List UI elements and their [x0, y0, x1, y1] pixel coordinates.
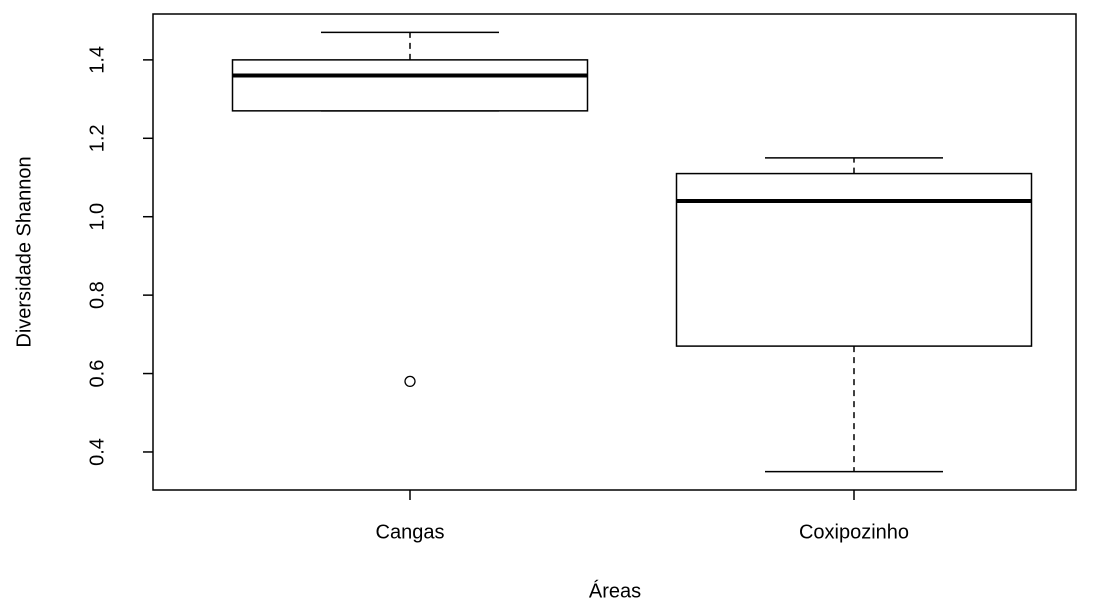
plot-frame: [152, 13, 1077, 491]
y-tick-label: 1.0: [86, 203, 108, 231]
x-tick-label: Cangas: [376, 521, 445, 543]
x-axis-label: Áreas: [589, 579, 641, 601]
x-tick-label: Coxipozinho: [799, 521, 909, 543]
y-tick-label: 1.4: [86, 46, 108, 74]
y-axis-label: Diversidade Shannon: [13, 156, 35, 347]
y-tick-label: 0.8: [86, 281, 108, 309]
box: [231, 59, 589, 112]
y-tick-label: 1.2: [86, 124, 108, 152]
outlier: [404, 375, 416, 388]
y-tick-label: 0.6: [86, 360, 108, 388]
y-tick-label: 0.4: [86, 438, 108, 466]
